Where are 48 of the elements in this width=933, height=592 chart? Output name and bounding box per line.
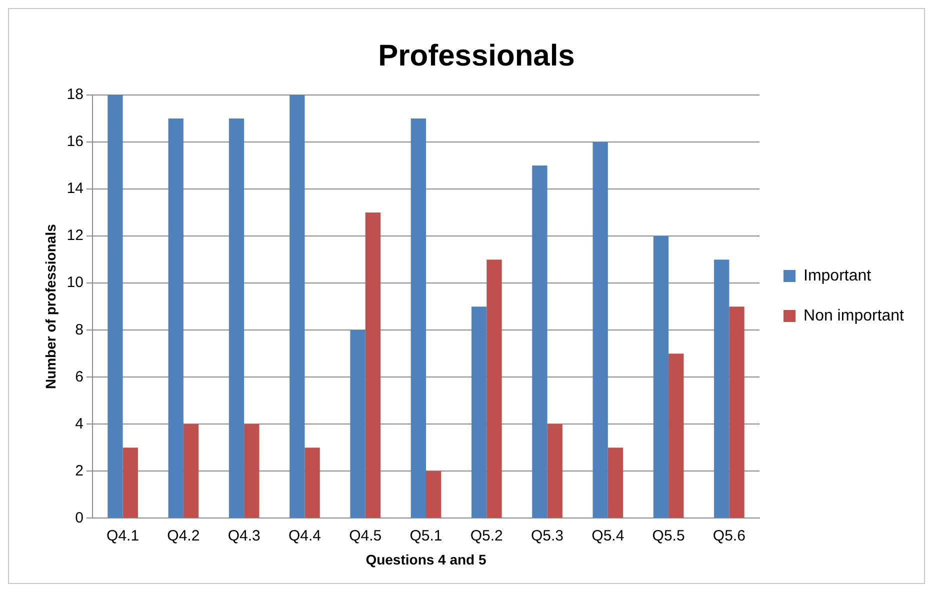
legend-label: Non important — [804, 307, 905, 324]
y-axis-title: Number of professionals — [42, 224, 58, 390]
y-tick-label: 4 — [75, 415, 84, 432]
y-tick-label: 18 — [66, 86, 84, 104]
x-tick-label: Q4.2 — [167, 527, 200, 544]
legend-label: Important — [804, 267, 872, 284]
bar — [410, 118, 426, 518]
y-tick-label: 12 — [66, 227, 84, 244]
x-axis-title: Questions 4 and 5 — [366, 551, 486, 568]
bar — [426, 471, 442, 518]
x-tick-label: Q4.3 — [228, 527, 260, 544]
bar — [714, 260, 730, 518]
x-tick-label: Q5.3 — [531, 527, 564, 544]
bar — [668, 354, 684, 518]
x-tick-label: Q4.1 — [106, 527, 140, 544]
y-tick-label: 8 — [75, 321, 84, 338]
bar — [108, 95, 123, 518]
bar — [532, 166, 548, 518]
bar — [290, 95, 305, 518]
y-tick-label: 14 — [66, 180, 84, 198]
bar — [228, 118, 244, 518]
y-tick-label: 16 — [66, 133, 84, 150]
bar — [653, 236, 669, 518]
x-tick-label: Q5.5 — [652, 527, 685, 544]
bar — [547, 424, 562, 518]
x-tick-label: Q5.2 — [470, 527, 503, 544]
x-tick-label: Q4.4 — [288, 527, 321, 544]
x-tick-label: Q5.6 — [712, 527, 746, 544]
x-tick-label: Q5.4 — [592, 527, 624, 544]
y-tick-label: 6 — [75, 368, 84, 386]
bar — [350, 330, 366, 518]
chart-title: Professionals — [378, 39, 575, 72]
bar — [122, 448, 138, 518]
bar — [608, 448, 624, 518]
bar — [471, 306, 487, 518]
bar — [168, 118, 184, 518]
bar — [304, 448, 320, 518]
y-tick-label: 0 — [75, 509, 84, 526]
bar — [365, 212, 381, 518]
bar — [729, 306, 744, 518]
y-tick-label: 10 — [66, 274, 84, 292]
bar — [244, 424, 260, 518]
y-tick-label: 2 — [75, 462, 84, 480]
x-tick-label: Q4.5 — [349, 527, 382, 544]
bar — [486, 260, 502, 518]
x-tick-label: Q5.1 — [410, 527, 442, 544]
bar — [592, 142, 608, 518]
bar — [183, 424, 199, 518]
